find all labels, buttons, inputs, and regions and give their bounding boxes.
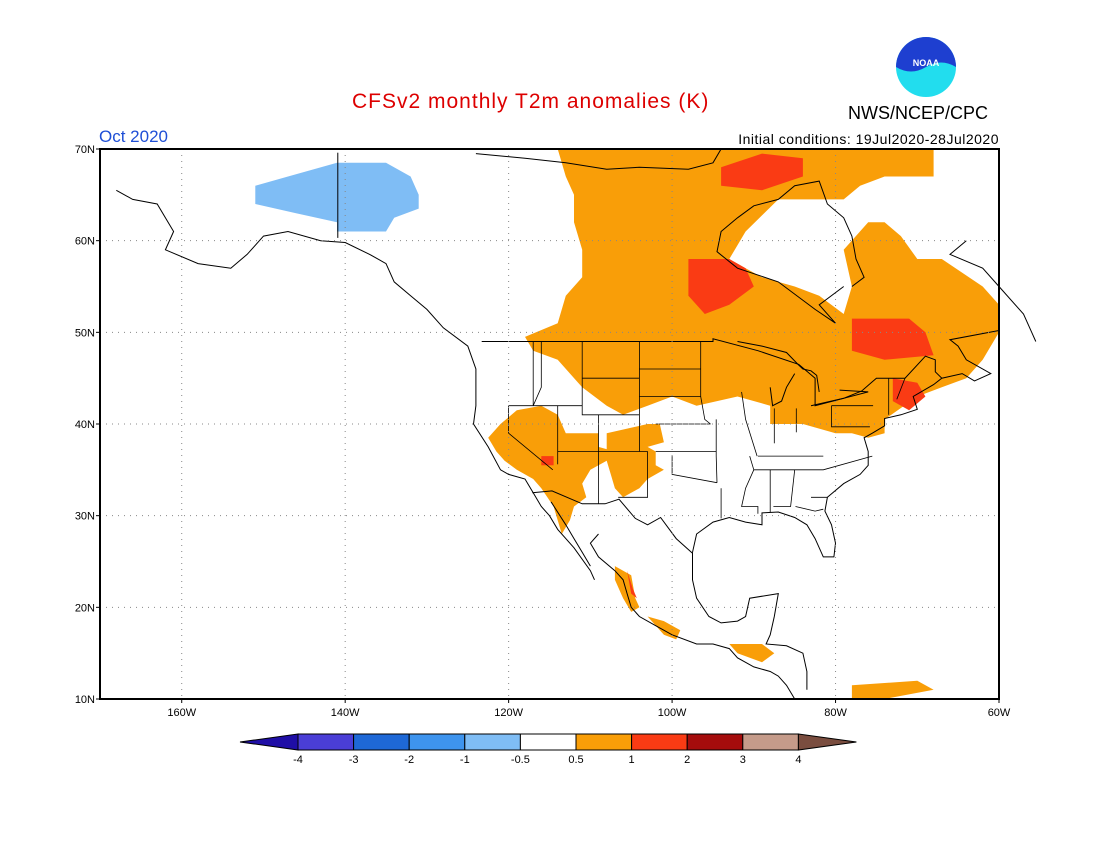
legend-swatch	[575, 733, 633, 751]
state-line-30	[896, 378, 906, 400]
lat-tick-label: 60N	[75, 236, 95, 248]
legend-label: -4	[293, 754, 303, 766]
lon-tick-label: 120W	[494, 707, 523, 719]
lat-tick-label: 70N	[75, 144, 95, 156]
legend-swatch	[742, 733, 799, 751]
legend-swatch	[353, 733, 410, 751]
color-legend: -4 -3 -2 -1 -0.5 0.5 1 2 3 4	[239, 733, 857, 766]
state-line-2	[508, 405, 554, 471]
coast-lake-erie-ontario	[810, 389, 869, 407]
anomaly-red-nevada	[541, 456, 554, 466]
border-us-canada	[481, 338, 943, 407]
state-line-4	[581, 341, 640, 416]
forecast-month: Oct 2020	[99, 127, 168, 146]
anomaly-red-sinaloa	[627, 570, 637, 599]
legend-swatch	[631, 733, 688, 751]
legend-swatch	[297, 733, 355, 751]
state-line-18	[741, 391, 758, 457]
lon-tick-label: 100W	[658, 707, 687, 719]
legend-label: -1	[460, 754, 470, 766]
legend-label: 0.5	[568, 754, 583, 766]
lon-tick-label: 160W	[167, 707, 196, 719]
coast-hudson-bay	[716, 180, 865, 324]
legend-label: -2	[404, 754, 414, 766]
state-line-15	[671, 456, 718, 484]
anomaly-orange-southcentral	[606, 424, 664, 498]
legend-swatch	[519, 733, 577, 751]
state-line-16	[700, 341, 711, 425]
anomaly-blue-alaska	[255, 162, 419, 232]
state-line-17	[715, 419, 718, 483]
legend-swatch	[464, 733, 521, 751]
lat-tick-label: 20N	[75, 602, 95, 614]
coast-gulf-california-east	[550, 501, 591, 567]
state-line-23	[753, 455, 873, 471]
border-us-mexico	[532, 490, 693, 554]
legend-swatch	[686, 733, 744, 751]
initial-conditions: Initial conditions: 19Jul2020-28Jul2020	[738, 131, 999, 147]
noaa-logo-icon: NOAA	[896, 37, 956, 97]
legend-label: 3	[740, 754, 746, 766]
coast-lake-michigan	[769, 373, 796, 407]
state-line-22	[773, 469, 796, 507]
anomaly-orange-mexico-south	[647, 616, 681, 640]
legend-label: -0.5	[511, 754, 530, 766]
anomaly-red-nunavut	[721, 153, 803, 191]
coastlines	[116, 148, 1037, 700]
coast-great-lakes	[737, 341, 820, 392]
lon-tick-label: 80W	[824, 707, 847, 719]
agency-label: NWS/NCEP/CPC	[848, 103, 989, 123]
state-line-9	[532, 341, 542, 406]
anomaly-orange-mexico	[614, 566, 640, 612]
lat-tick-label: 50N	[75, 327, 95, 339]
lon-tick-label: 60W	[988, 707, 1011, 719]
legend-arrow-high	[797, 733, 857, 751]
lon-tick-label: 140W	[331, 707, 360, 719]
legend-label: -3	[349, 754, 359, 766]
anomaly-orange-southwest	[488, 405, 615, 534]
legend-label: 1	[629, 754, 635, 766]
legend-arrow-low	[239, 733, 299, 751]
anomaly-orange-central-america	[729, 644, 775, 663]
anomaly-red-quebec	[851, 318, 934, 360]
coast-pacific	[116, 189, 595, 581]
anomaly-red-newengland	[892, 378, 926, 411]
logo-text: NOAA	[913, 58, 940, 68]
legend-label: 4	[795, 754, 801, 766]
coast-arctic	[475, 148, 722, 170]
lat-tick-label: 40N	[75, 419, 95, 431]
anomaly-fills	[255, 149, 999, 699]
chart-title: CFSv2 monthly T2m anomalies (K)	[352, 90, 710, 113]
lat-tick-label: 30N	[75, 511, 95, 523]
anomaly-red-manitoba	[688, 259, 754, 314]
legend-label: 2	[684, 754, 690, 766]
legend-swatch	[408, 733, 466, 751]
coast-gulf-mexico-south	[692, 552, 808, 690]
state-line-27	[831, 405, 870, 428]
coast-atlantic	[692, 330, 1000, 558]
anomaly-orange-south-america	[851, 680, 934, 699]
state-line-32	[795, 506, 824, 512]
state-line-19	[741, 455, 759, 514]
anomaly-orange-canada	[525, 149, 999, 438]
coast-mexico-pacific	[589, 533, 796, 700]
axis-ticks: 160W 140W 120W 100W 80W 60W 70N 60N 50N 40N 30N 20N…	[75, 144, 1011, 719]
state-line-14	[618, 451, 648, 498]
lat-tick-label: 10N	[75, 694, 95, 706]
